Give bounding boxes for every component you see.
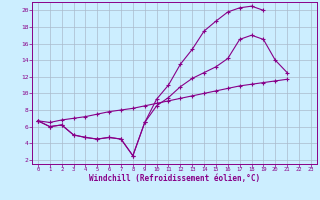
- X-axis label: Windchill (Refroidissement éolien,°C): Windchill (Refroidissement éolien,°C): [89, 174, 260, 183]
